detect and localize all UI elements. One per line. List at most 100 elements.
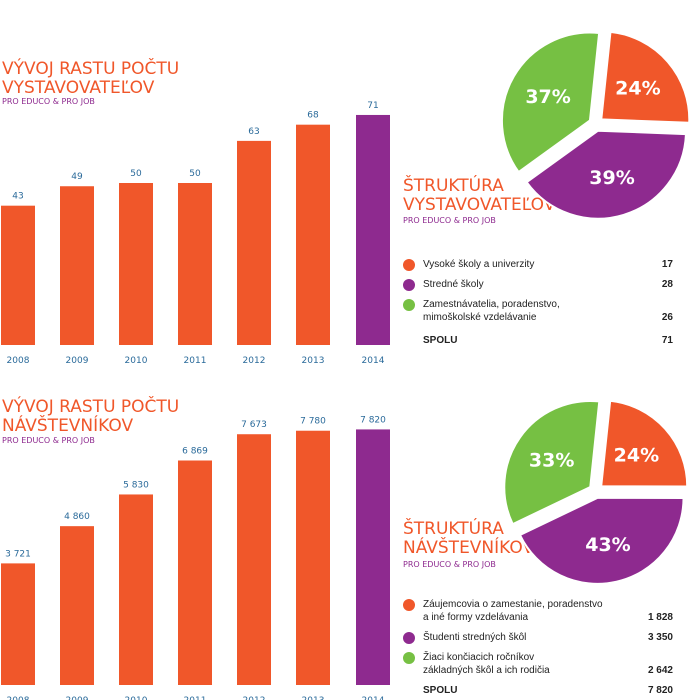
exhibitors-structure-title: ŠTRUKTÚRA VYSTAVOVATEĽOV xyxy=(403,177,555,215)
x-tick-label: 2012 xyxy=(243,356,266,366)
legend-item: Žiaci končiacich ročníkov základných škô… xyxy=(403,651,673,677)
legend-label-line2: a iné formy vzdelávania xyxy=(423,612,529,623)
legend-label-line1: Zamestnávatelia, poradenstvo, xyxy=(423,299,560,310)
x-tick-label: 2011 xyxy=(184,356,207,366)
visitors-structure-subtitle: PRO EDUCO & PRO JOB xyxy=(403,560,496,569)
legend-value: 26 xyxy=(661,312,673,323)
legend-value: 2 642 xyxy=(647,665,673,676)
bar xyxy=(296,124,330,346)
exhibitors-growth-title-line2: VYSTAVOVATEĽOV xyxy=(2,78,155,98)
legend-label-line1: Záujemcovia o zamestanie, poradenstvo xyxy=(423,599,603,610)
pie-slice xyxy=(525,129,687,220)
visitors-legend: Záujemcovia o zamestanie, poradenstvo a … xyxy=(403,598,673,698)
legend-label-line2: základných škôl a ich rodičia xyxy=(423,665,550,676)
bar-value-label: 5 830 xyxy=(123,480,149,490)
bar-value-label: 3 721 xyxy=(5,549,31,559)
pie-percent-label: 24% xyxy=(615,78,660,100)
bar xyxy=(237,434,271,685)
visitors-growth-title-line1: VÝVOJ RASTU POČTU xyxy=(2,397,180,417)
legend-label: Záujemcovia o zamestanie, poradenstvo a … xyxy=(423,598,633,624)
bar-value-label: 49 xyxy=(71,172,83,182)
bar xyxy=(119,183,153,345)
exhibitors-legend: Vysoké školy a univerzity 17 Stredné ško… xyxy=(403,258,673,353)
legend-dot-purple xyxy=(403,632,415,644)
legend-label: Zamestnávatelia, poradenstvo, mimoškolsk… xyxy=(423,298,633,324)
legend-total: SPOLU 7 820 xyxy=(403,684,673,697)
pie-percent-label: 33% xyxy=(529,450,574,472)
x-tick-label: 2011 xyxy=(184,696,207,700)
x-tick-label: 2014 xyxy=(362,696,385,700)
legend-value: 3 350 xyxy=(647,632,673,643)
exhibitors-growth-subtitle: PRO EDUCO & PRO JOB xyxy=(2,97,95,106)
x-tick-label: 2010 xyxy=(125,356,148,366)
visitors-structure-title-line1: ŠTRUKTÚRA xyxy=(403,519,504,539)
x-tick-label: 2010 xyxy=(125,696,148,700)
exhibitors-growth-title: VÝVOJ RASTU POČTU VYSTAVOVATEĽOV xyxy=(2,60,179,98)
legend-item: Zamestnávatelia, poradenstvo, mimoškolsk… xyxy=(403,298,673,324)
total-value: 71 xyxy=(661,335,673,346)
x-tick-label: 2012 xyxy=(243,696,266,700)
legend-dot-green xyxy=(403,652,415,664)
exhibitors-structure-title-line1: ŠTRUKTÚRA xyxy=(403,176,504,196)
visitors-growth-subtitle: PRO EDUCO & PRO JOB xyxy=(2,436,95,445)
x-tick-label: 2008 xyxy=(7,356,30,366)
x-tick-label: 2013 xyxy=(302,696,325,700)
x-tick-label: 2013 xyxy=(302,356,325,366)
exhibitors-growth-title-line1: VÝVOJ RASTU POČTU xyxy=(2,59,180,79)
bar xyxy=(1,205,35,345)
legend-item: Vysoké školy a univerzity 17 xyxy=(403,258,673,271)
bar xyxy=(178,183,212,345)
visitors-structure-title-line2: NÁVŠTEVNÍKOV xyxy=(403,538,535,558)
legend-dot-green xyxy=(403,299,415,311)
legend-item: Študenti stredných škôl 3 350 xyxy=(403,631,673,644)
pie-percent-label: 39% xyxy=(589,167,634,189)
bar-value-label: 68 xyxy=(307,111,319,121)
x-tick-label: 2009 xyxy=(66,356,89,366)
legend-dot-orange xyxy=(403,259,415,271)
x-tick-label: 2008 xyxy=(7,696,30,700)
legend-label: Študenti stredných škôl xyxy=(423,632,527,643)
x-tick-label: 2014 xyxy=(362,356,385,366)
legend-dot-purple xyxy=(403,279,415,291)
legend-item: Záujemcovia o zamestanie, poradenstvo a … xyxy=(403,598,673,624)
visitors-growth-title: VÝVOJ RASTU POČTU NÁVŠTEVNÍKOV xyxy=(2,398,179,436)
x-tick-label: 2009 xyxy=(66,696,89,700)
pie-slice xyxy=(503,399,601,526)
pie-slice xyxy=(600,399,689,488)
legend-label: Stredné školy xyxy=(423,279,484,290)
legend-label-line2: mimoškolské vzdelávanie xyxy=(423,312,537,323)
legend-item: Stredné školy 28 xyxy=(403,278,673,291)
bar-value-label: 7 820 xyxy=(360,415,386,425)
legend-value: 28 xyxy=(661,279,673,290)
legend-label: Žiaci končiacich ročníkov základných škô… xyxy=(423,651,633,677)
bar-value-label: 43 xyxy=(12,192,23,202)
total-value: 7 820 xyxy=(647,685,673,696)
legend-dot-orange xyxy=(403,599,415,611)
bar-value-label: 50 xyxy=(189,169,201,179)
exhibitors-structure-title-line2: VYSTAVOVATEĽOV xyxy=(403,195,556,215)
bar xyxy=(296,430,330,685)
pie-slice xyxy=(600,30,691,124)
legend-total: SPOLU 71 xyxy=(403,334,673,347)
pie-percent-label: 24% xyxy=(614,445,659,467)
bar-value-label: 63 xyxy=(248,127,259,137)
total-label: SPOLU xyxy=(423,685,458,696)
bar-value-label: 50 xyxy=(130,169,142,179)
bar xyxy=(237,140,271,345)
bar xyxy=(119,494,153,685)
pie-percent-label: 43% xyxy=(585,534,630,556)
bar xyxy=(356,429,390,685)
exhibitors-structure-subtitle: PRO EDUCO & PRO JOB xyxy=(403,216,496,225)
visitors-structure-title: ŠTRUKTÚRA NÁVŠTEVNÍKOV xyxy=(403,520,534,558)
pie-percent-label: 37% xyxy=(525,86,570,108)
total-label: SPOLU xyxy=(423,335,458,346)
bar xyxy=(1,563,35,685)
bar-value-label: 7 780 xyxy=(300,417,326,427)
pie-slice xyxy=(518,496,685,585)
bar xyxy=(356,114,390,346)
visitors-growth-title-line2: NÁVŠTEVNÍKOV xyxy=(2,416,134,436)
bar xyxy=(60,526,94,685)
bar-value-label: 4 860 xyxy=(64,512,90,522)
bar-value-label: 6 869 xyxy=(182,447,208,457)
